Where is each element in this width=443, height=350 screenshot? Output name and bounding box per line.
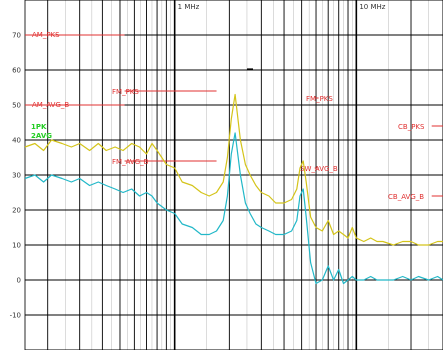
x-tick-label: 1 MHz [178,3,200,11]
axis-ticks: -10 0 10 20 30 40 50 60 70 1 MHz 10 MHz [10,3,386,320]
series-line-2avg [24,132,443,285]
limit-label-fm-pks: FM_PKS [112,88,139,96]
series-line-1pk [24,93,443,246]
legend: 1PK 2AVG [31,123,52,140]
y-tick-label: 70 [12,32,21,40]
limit-label-am-avg-b: AM_AVG_B [32,101,69,109]
limit-label-am-pks: AM_PKS [32,31,60,39]
grid [24,0,443,350]
y-tick-label: 20 [12,207,21,215]
limit-label-sw-avg-b: SW_AVG_B [300,165,338,173]
legend-entry-1pk: 1PK [31,123,47,131]
y-tick-label: -10 [10,312,21,320]
series-lines [24,93,443,285]
x-tick-label: 10 MHz [359,3,385,11]
limit-label-cb-pks: CB_PKS [398,123,425,131]
limit-label-fm-avg-b: FM_AVG_B [112,158,149,166]
y-tick-label: 40 [12,137,21,145]
limit-label-cb-avg-b: CB_AVG_B [388,193,424,201]
y-tick-label: 0 [17,277,21,285]
limit-label-fm-pks-2: FM_PKS [306,95,333,103]
legend-entry-2avg: 2AVG [31,132,52,140]
y-tick-label: 30 [12,172,21,180]
limit-lines: AM_PKS AM_AVG_B FM_PKS FM_AVG_B FM_PKS SW_AVG… [25,31,443,201]
y-tick-label: 50 [12,102,21,110]
y-tick-label: 10 [12,242,21,250]
y-tick-label: 60 [12,67,21,75]
